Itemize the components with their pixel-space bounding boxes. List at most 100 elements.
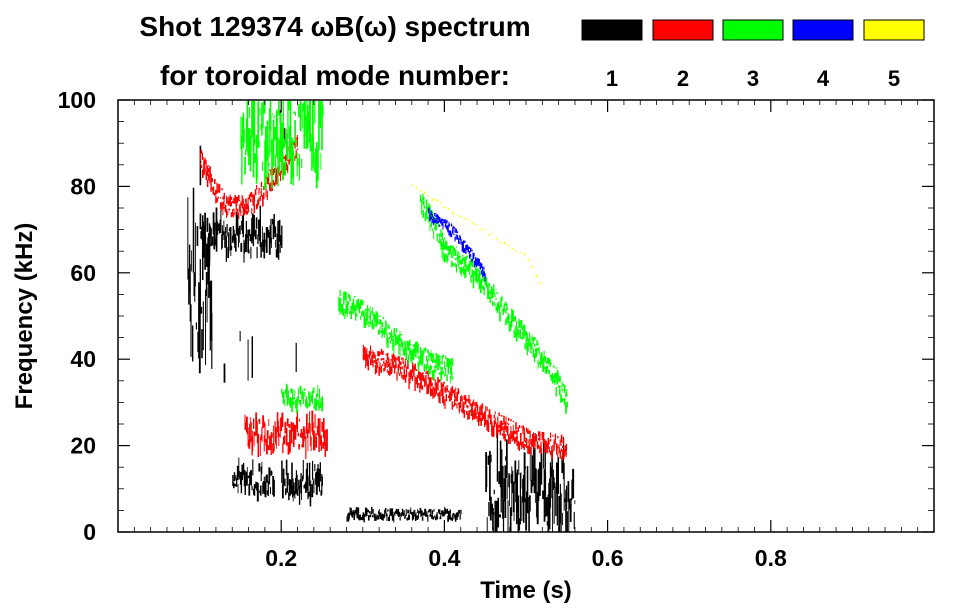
spectral-mark <box>315 472 317 485</box>
spectral-mark <box>354 509 356 514</box>
spectral-mark <box>479 266 482 270</box>
spectral-mark <box>475 414 477 419</box>
spectral-mark <box>450 516 452 521</box>
spectral-mark <box>439 379 441 382</box>
spectral-mark <box>268 179 270 185</box>
spectral-mark <box>411 184 414 187</box>
spectral-mark <box>216 197 218 203</box>
spectral-mark <box>505 426 507 433</box>
spectral-mark <box>215 229 218 252</box>
spectral-mark <box>380 348 383 355</box>
spectral-mark <box>454 258 457 261</box>
spectral-mark <box>236 212 238 216</box>
spectral-mark <box>294 491 296 499</box>
spectral-mark <box>201 226 203 240</box>
spectral-mark <box>460 238 462 243</box>
spectral-mark <box>440 229 442 238</box>
spectral-mark <box>524 437 527 439</box>
spectral-mark <box>425 208 428 219</box>
spectral-mark <box>394 336 397 346</box>
spectral-mark <box>204 168 206 172</box>
spectral-mark <box>483 271 485 277</box>
spectral-mark <box>290 145 293 185</box>
spectral-mark <box>387 509 389 512</box>
spectral-mark <box>433 230 435 240</box>
spectral-mark <box>508 321 510 329</box>
spectral-mark <box>447 224 449 229</box>
spectral-mark <box>524 439 526 443</box>
legend-label-1: 1 <box>606 66 618 91</box>
spectral-mark <box>500 414 503 417</box>
spectral-mark <box>479 413 481 422</box>
spectral-mark <box>314 101 316 124</box>
spectral-mark <box>497 427 499 433</box>
spectral-mark <box>487 284 489 290</box>
spectral-mark <box>517 329 519 331</box>
spectral-mark <box>538 352 541 355</box>
spectral-mark <box>295 112 297 116</box>
spectral-mark <box>448 513 451 520</box>
spectral-mark <box>365 307 367 317</box>
spectral-mark <box>259 205 261 248</box>
spectral-mark <box>266 120 269 162</box>
spectral-mark <box>371 354 373 364</box>
spectral-mark <box>306 400 308 409</box>
spectral-mark <box>559 500 561 524</box>
spectral-mark <box>446 220 448 224</box>
spectral-mark <box>344 309 346 320</box>
spectral-mark <box>518 460 520 475</box>
spectral-mark <box>258 197 260 206</box>
spectral-mark <box>431 213 433 218</box>
spectral-mark <box>435 214 437 217</box>
spectral-mark <box>371 325 373 329</box>
spectral-mark <box>431 370 434 381</box>
spectral-mark <box>440 366 442 370</box>
spectral-mark <box>484 276 486 282</box>
spectral-mark <box>211 187 214 190</box>
spectral-mark <box>248 249 250 254</box>
spectral-mark <box>265 186 267 195</box>
spectral-mark <box>510 418 512 422</box>
spectral-mark <box>391 334 393 342</box>
spectral-mark <box>506 316 508 325</box>
spectral-mark <box>441 355 443 365</box>
spectral-mark <box>234 197 236 204</box>
spectral-mark <box>470 403 473 407</box>
spectral-mark <box>285 430 287 434</box>
spectral-mark <box>453 248 455 257</box>
spectral-mark <box>351 510 353 517</box>
spectral-mark <box>463 402 465 408</box>
spectral-mark <box>285 488 287 496</box>
spectral-mark <box>388 515 391 521</box>
spectral-mark <box>281 412 284 427</box>
spectral-mark <box>245 471 247 484</box>
spectral-mark <box>518 329 520 338</box>
spectral-mark <box>363 310 365 314</box>
spectral-mark <box>523 334 525 339</box>
spectral-mark <box>223 363 226 383</box>
spectral-mark <box>485 465 488 488</box>
spectral-mark <box>455 234 457 240</box>
spectral-mark <box>542 365 545 372</box>
spectral-mark <box>409 377 411 384</box>
spectral-mark <box>433 389 436 392</box>
spectral-mark <box>558 444 560 448</box>
spectral-mark <box>462 248 465 253</box>
spectral-mark <box>467 413 469 420</box>
spectral-mark <box>208 249 210 298</box>
spectral-mark <box>473 413 475 419</box>
spectral-mark <box>270 181 272 191</box>
spectral-mark <box>253 214 255 237</box>
spectral-mark <box>278 425 280 446</box>
legend-swatch-1 <box>581 19 643 41</box>
spectral-mark <box>439 233 441 238</box>
spectral-mark <box>431 359 434 363</box>
spectral-mark <box>532 350 534 354</box>
spectral-mark <box>508 423 510 426</box>
spectral-mark <box>447 365 449 375</box>
spectral-mark <box>431 218 433 223</box>
spectral-mark <box>453 264 455 267</box>
spectral-mark <box>407 366 409 370</box>
spectral-mark <box>249 471 251 485</box>
